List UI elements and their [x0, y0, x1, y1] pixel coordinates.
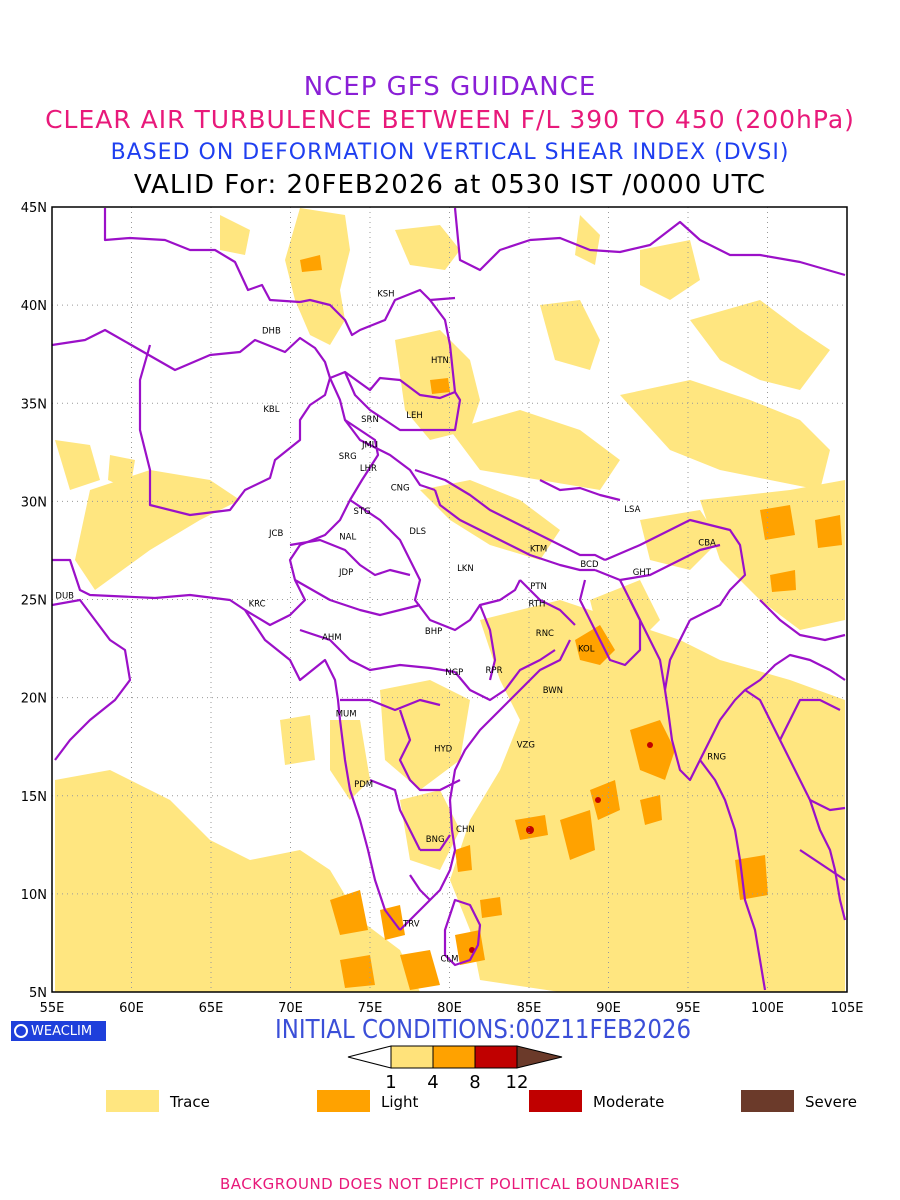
station-label: LKN	[457, 564, 474, 574]
station-label: BWN	[543, 686, 563, 696]
station-label: JDP	[338, 568, 353, 578]
legend-label: Light	[381, 1093, 419, 1111]
station-label: MUM	[336, 709, 357, 719]
lon-tick-label: 100E	[751, 1001, 784, 1016]
lat-tick-label: 30N	[21, 495, 47, 510]
station-label: NGP	[445, 668, 463, 678]
station-label: CHN	[456, 825, 475, 835]
station-label: KBL	[263, 405, 279, 415]
station-label: GHT	[633, 568, 652, 578]
station-label: KSH	[377, 289, 394, 299]
lat-tick-label: 10N	[21, 888, 47, 903]
station-label: SRN	[361, 415, 379, 425]
station-label: CBA	[698, 539, 716, 549]
map-frame	[51, 206, 848, 993]
station-label: JMU	[361, 440, 378, 450]
lat-tick-label: 25N	[21, 594, 47, 609]
initial-conditions: INITIAL CONDITIONS:00Z11FEB2026	[275, 1015, 692, 1045]
station-label: DHB	[262, 327, 281, 337]
lat-tick-label: 5N	[29, 986, 47, 1001]
station-label: LEH	[406, 411, 423, 421]
legend-label: Trace	[170, 1093, 210, 1111]
valid-time: VALID For: 20FEB2026 at 0530 IST /0000 U…	[133, 170, 767, 200]
lat-tick-label: 15N	[21, 790, 47, 805]
lat-tick-label: 20N	[21, 692, 47, 707]
lon-tick-label: 65E	[199, 1001, 224, 1016]
lon-tick-label: 85E	[517, 1001, 542, 1016]
station-label: KOL	[578, 645, 595, 655]
logo-circle-icon	[14, 1024, 28, 1038]
station-label: TRV	[402, 919, 420, 929]
station-label: CNG	[391, 484, 410, 494]
lon-tick-label: 105E	[830, 1001, 863, 1016]
lon-tick-label: 80E	[437, 1001, 462, 1016]
legend-swatch	[317, 1090, 370, 1112]
station-label: PDM	[354, 780, 373, 790]
station-label: RPR	[486, 666, 503, 676]
station-label: HYD	[434, 745, 453, 755]
station-label: BHP	[425, 627, 442, 637]
turbulence-shading	[55, 208, 845, 992]
station-label: VZG	[517, 741, 535, 751]
station-label: DUB	[55, 592, 74, 602]
lon-tick-label: 90E	[596, 1001, 621, 1016]
station-label: RNC	[536, 629, 554, 639]
legend-label: Severe	[805, 1093, 857, 1111]
station-label: BCD	[580, 560, 599, 570]
station-label: PTN	[530, 582, 547, 592]
longitude-labels: 55E 60E 65E 70E 75E 80E 85E 90E 95E 100E 105E	[40, 1001, 864, 1016]
station-label: STG	[353, 507, 370, 517]
station-label: KRC	[249, 599, 266, 609]
station-label: RTH	[529, 599, 546, 609]
station-label: DLS	[409, 527, 426, 537]
logo-text: WEACLIM	[31, 1023, 93, 1039]
station-label: KTM	[530, 544, 547, 554]
station-label: LSA	[624, 505, 640, 515]
station-label: HTN	[431, 356, 449, 366]
lon-tick-label: 60E	[119, 1001, 144, 1016]
legend-swatch	[529, 1090, 582, 1112]
lon-tick-label: 55E	[40, 1001, 65, 1016]
station-label: SRG	[339, 452, 357, 462]
lat-tick-label: 35N	[21, 397, 47, 412]
lat-tick-label: 40N	[21, 299, 47, 314]
station-label: LHR	[360, 464, 377, 474]
title-line-1: NCEP GFS GUIDANCE	[303, 72, 597, 102]
station-label: CLM	[440, 955, 458, 965]
title-line-3: BASED ON DEFORMATION VERTICAL SHEAR INDE…	[110, 140, 790, 165]
lon-tick-label: 95E	[676, 1001, 701, 1016]
station-label: BNG	[426, 835, 445, 845]
station-label: NAL	[339, 533, 356, 543]
station-label: JCB	[268, 529, 283, 539]
latitude-labels: 5N 10N 15N 20N 25N 30N 35N 40N 45N	[21, 201, 47, 1001]
station-label: AHM	[322, 633, 342, 643]
footer-disclaimer: BACKGROUND DOES NOT DEPICT POLITICAL BOU…	[220, 1175, 680, 1193]
boundary-lines	[52, 207, 847, 991]
legend-swatch	[741, 1090, 794, 1112]
legend-swatch	[106, 1090, 159, 1112]
station-label: RNG	[707, 753, 726, 763]
lon-tick-label: 70E	[278, 1001, 303, 1016]
legend-label: Moderate	[593, 1093, 665, 1111]
weaclim-logo: WEACLIM	[11, 1021, 106, 1041]
title-line-2: CLEAR AIR TURBULENCE BETWEEN F/L 390 TO …	[45, 105, 855, 134]
lon-tick-label: 75E	[358, 1001, 383, 1016]
lat-tick-label: 45N	[21, 201, 47, 216]
